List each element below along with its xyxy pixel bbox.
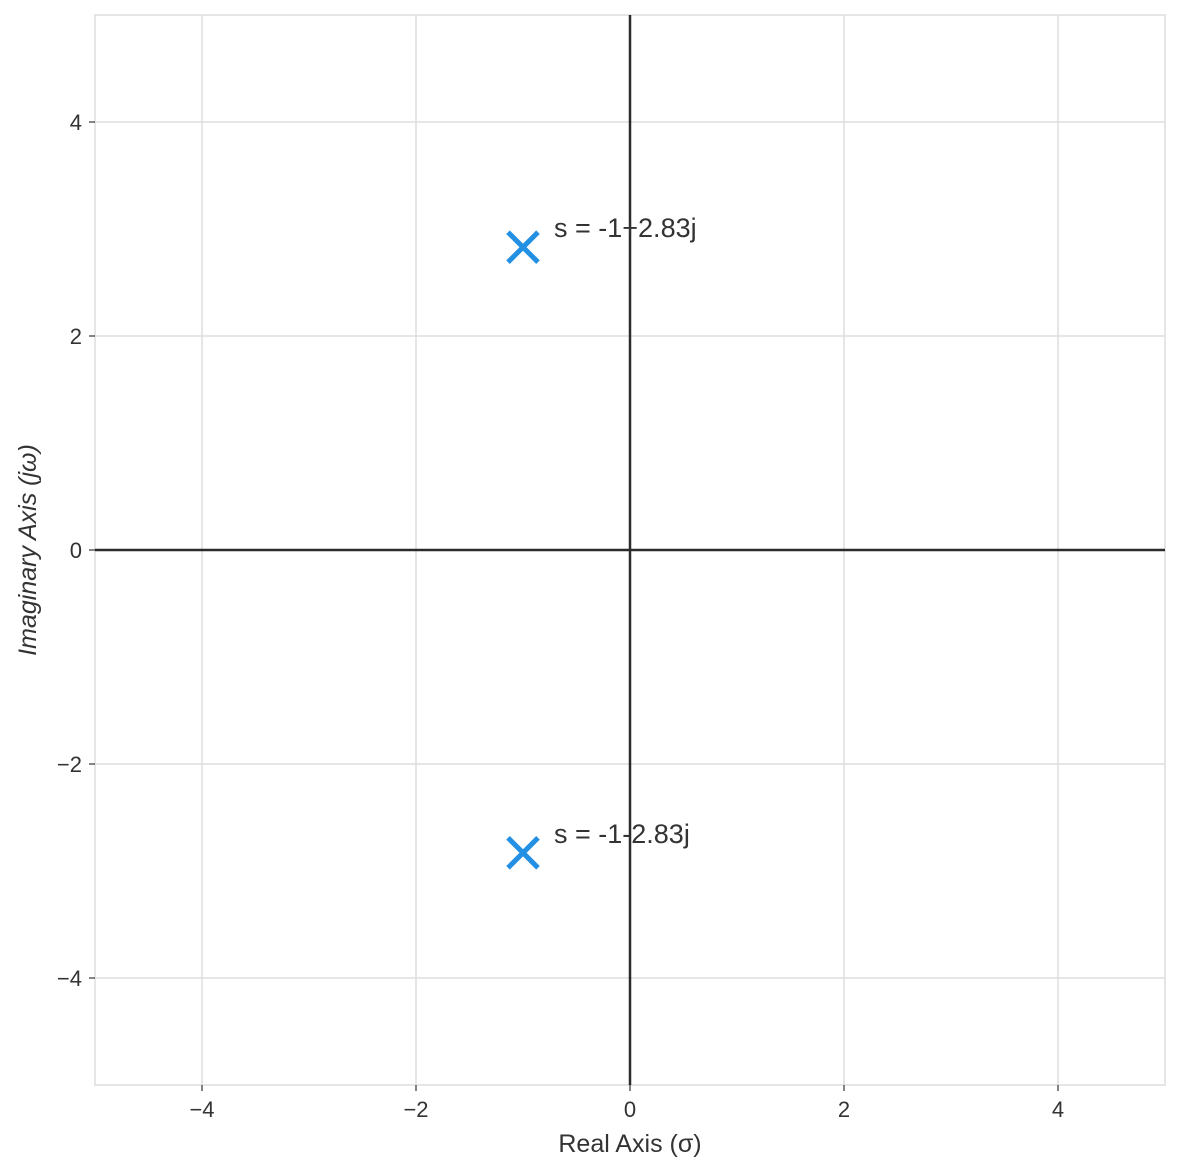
pole-annotation: s = -1+2.83j bbox=[554, 213, 697, 243]
x-tick-label: 2 bbox=[838, 1097, 850, 1122]
pole-annotations: s = -1+2.83j s = -1-2.83j bbox=[554, 213, 697, 849]
x-axis-title: Real Axis (σ) bbox=[558, 1130, 701, 1158]
pole-x-marker-icon bbox=[506, 230, 540, 264]
y-tick-label: 2 bbox=[70, 324, 82, 349]
tick-marks bbox=[89, 121, 1059, 1091]
y-tick-label: 4 bbox=[70, 110, 82, 135]
x-tick-label: −2 bbox=[403, 1097, 428, 1122]
pole-annotation: s = -1-2.83j bbox=[554, 819, 690, 849]
x-tick-labels: −4 −2 0 2 4 bbox=[189, 1097, 1064, 1122]
x-tick-label: 0 bbox=[624, 1097, 636, 1122]
y-tick-label: −2 bbox=[57, 752, 82, 777]
pole-markers bbox=[506, 230, 540, 870]
pole-x-marker-icon bbox=[506, 836, 540, 870]
y-tick-label: −4 bbox=[57, 966, 82, 991]
x-tick-label: −4 bbox=[189, 1097, 214, 1122]
y-axis-title: Imaginary Axis (jω) bbox=[14, 444, 42, 656]
y-tick-label: 0 bbox=[70, 538, 82, 563]
origin-axes bbox=[95, 15, 1165, 1085]
x-tick-label: 4 bbox=[1052, 1097, 1064, 1122]
y-tick-labels: −4 −2 0 2 4 bbox=[57, 110, 82, 991]
